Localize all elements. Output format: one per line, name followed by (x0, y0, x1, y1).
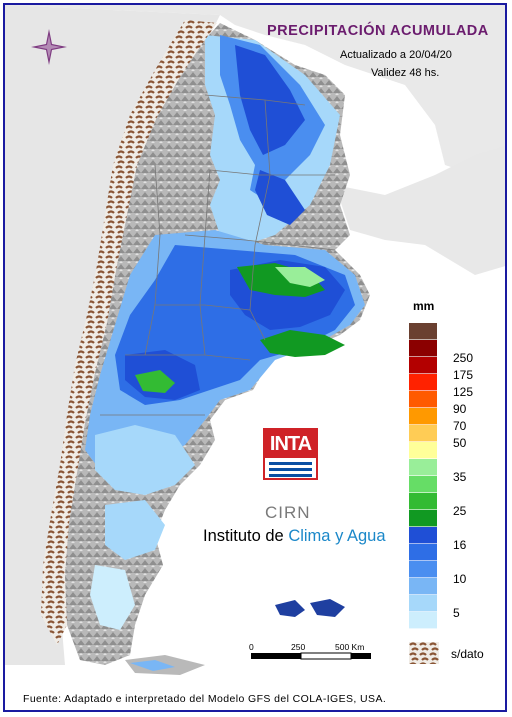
institute-name-part1: Instituto de (203, 527, 289, 545)
validity-text: Validez 48 hs. (371, 67, 440, 79)
legend-label: 16 (453, 538, 467, 552)
compass-rose-icon (31, 29, 67, 65)
legend-swatch (409, 425, 437, 442)
legend-swatch (409, 357, 437, 374)
legend-label: 125 (453, 385, 474, 399)
legend-swatch (409, 493, 437, 510)
inta-logo: INTA (263, 428, 318, 480)
precipitation-map (5, 5, 505, 710)
source-footer: Fuente: Adaptado e interpretado del Mode… (23, 693, 387, 705)
legend-label: 5 (453, 606, 460, 620)
scale-label-0: 0 (249, 642, 254, 652)
legend-swatch (409, 323, 437, 340)
legend-swatch (409, 544, 437, 561)
legend-swatch (409, 459, 437, 476)
map-title: PRECIPITACIÓN ACUMULADA (267, 23, 489, 39)
no-data-label: s/dato (451, 647, 484, 661)
cirn-logo: CIRN (265, 503, 311, 522)
legend-swatch (409, 374, 437, 391)
legend-label: 70 (453, 419, 467, 433)
legend-swatch (409, 408, 437, 425)
legend-swatch (409, 476, 437, 493)
legend-label: 50 (453, 436, 467, 450)
legend-swatch (409, 527, 437, 544)
no-data-swatch-icon (409, 642, 439, 664)
scale-bar (251, 652, 371, 660)
inta-logo-waves-icon (269, 462, 312, 480)
legend-label: 175 (453, 368, 474, 382)
institute-name: Instituto de Clima y Agua (203, 527, 386, 546)
legend-swatch (409, 391, 437, 408)
legend-swatch (409, 595, 437, 612)
updated-date: Actualizado a 20/04/20 (340, 49, 452, 61)
legend-swatch (409, 561, 437, 578)
legend-swatch (409, 442, 437, 459)
legend-swatch (409, 340, 437, 357)
no-data-area (41, 20, 217, 645)
inta-logo-text: INTA (265, 430, 316, 458)
legend-label: 90 (453, 402, 467, 416)
malvinas-islands (275, 599, 345, 617)
legend-swatch (409, 612, 437, 629)
institute-name-part2: Clima y Agua (288, 527, 386, 545)
legend-label: 25 (453, 504, 467, 518)
legend-swatch (409, 510, 437, 527)
legend-swatch (409, 578, 437, 595)
legend-label: 10 (453, 572, 467, 586)
map-frame: PRECIPITACIÓN ACUMULADA Actualizado a 20… (3, 3, 507, 712)
legend-unit: mm (413, 299, 435, 313)
legend-label: 35 (453, 470, 467, 484)
neighbor-land (5, 5, 505, 175)
legend-label: 250 (453, 351, 474, 365)
scale-label-250: 250 (291, 642, 306, 652)
scale-label-500: 500 Km (335, 642, 365, 652)
legend-colorbar (409, 323, 437, 629)
